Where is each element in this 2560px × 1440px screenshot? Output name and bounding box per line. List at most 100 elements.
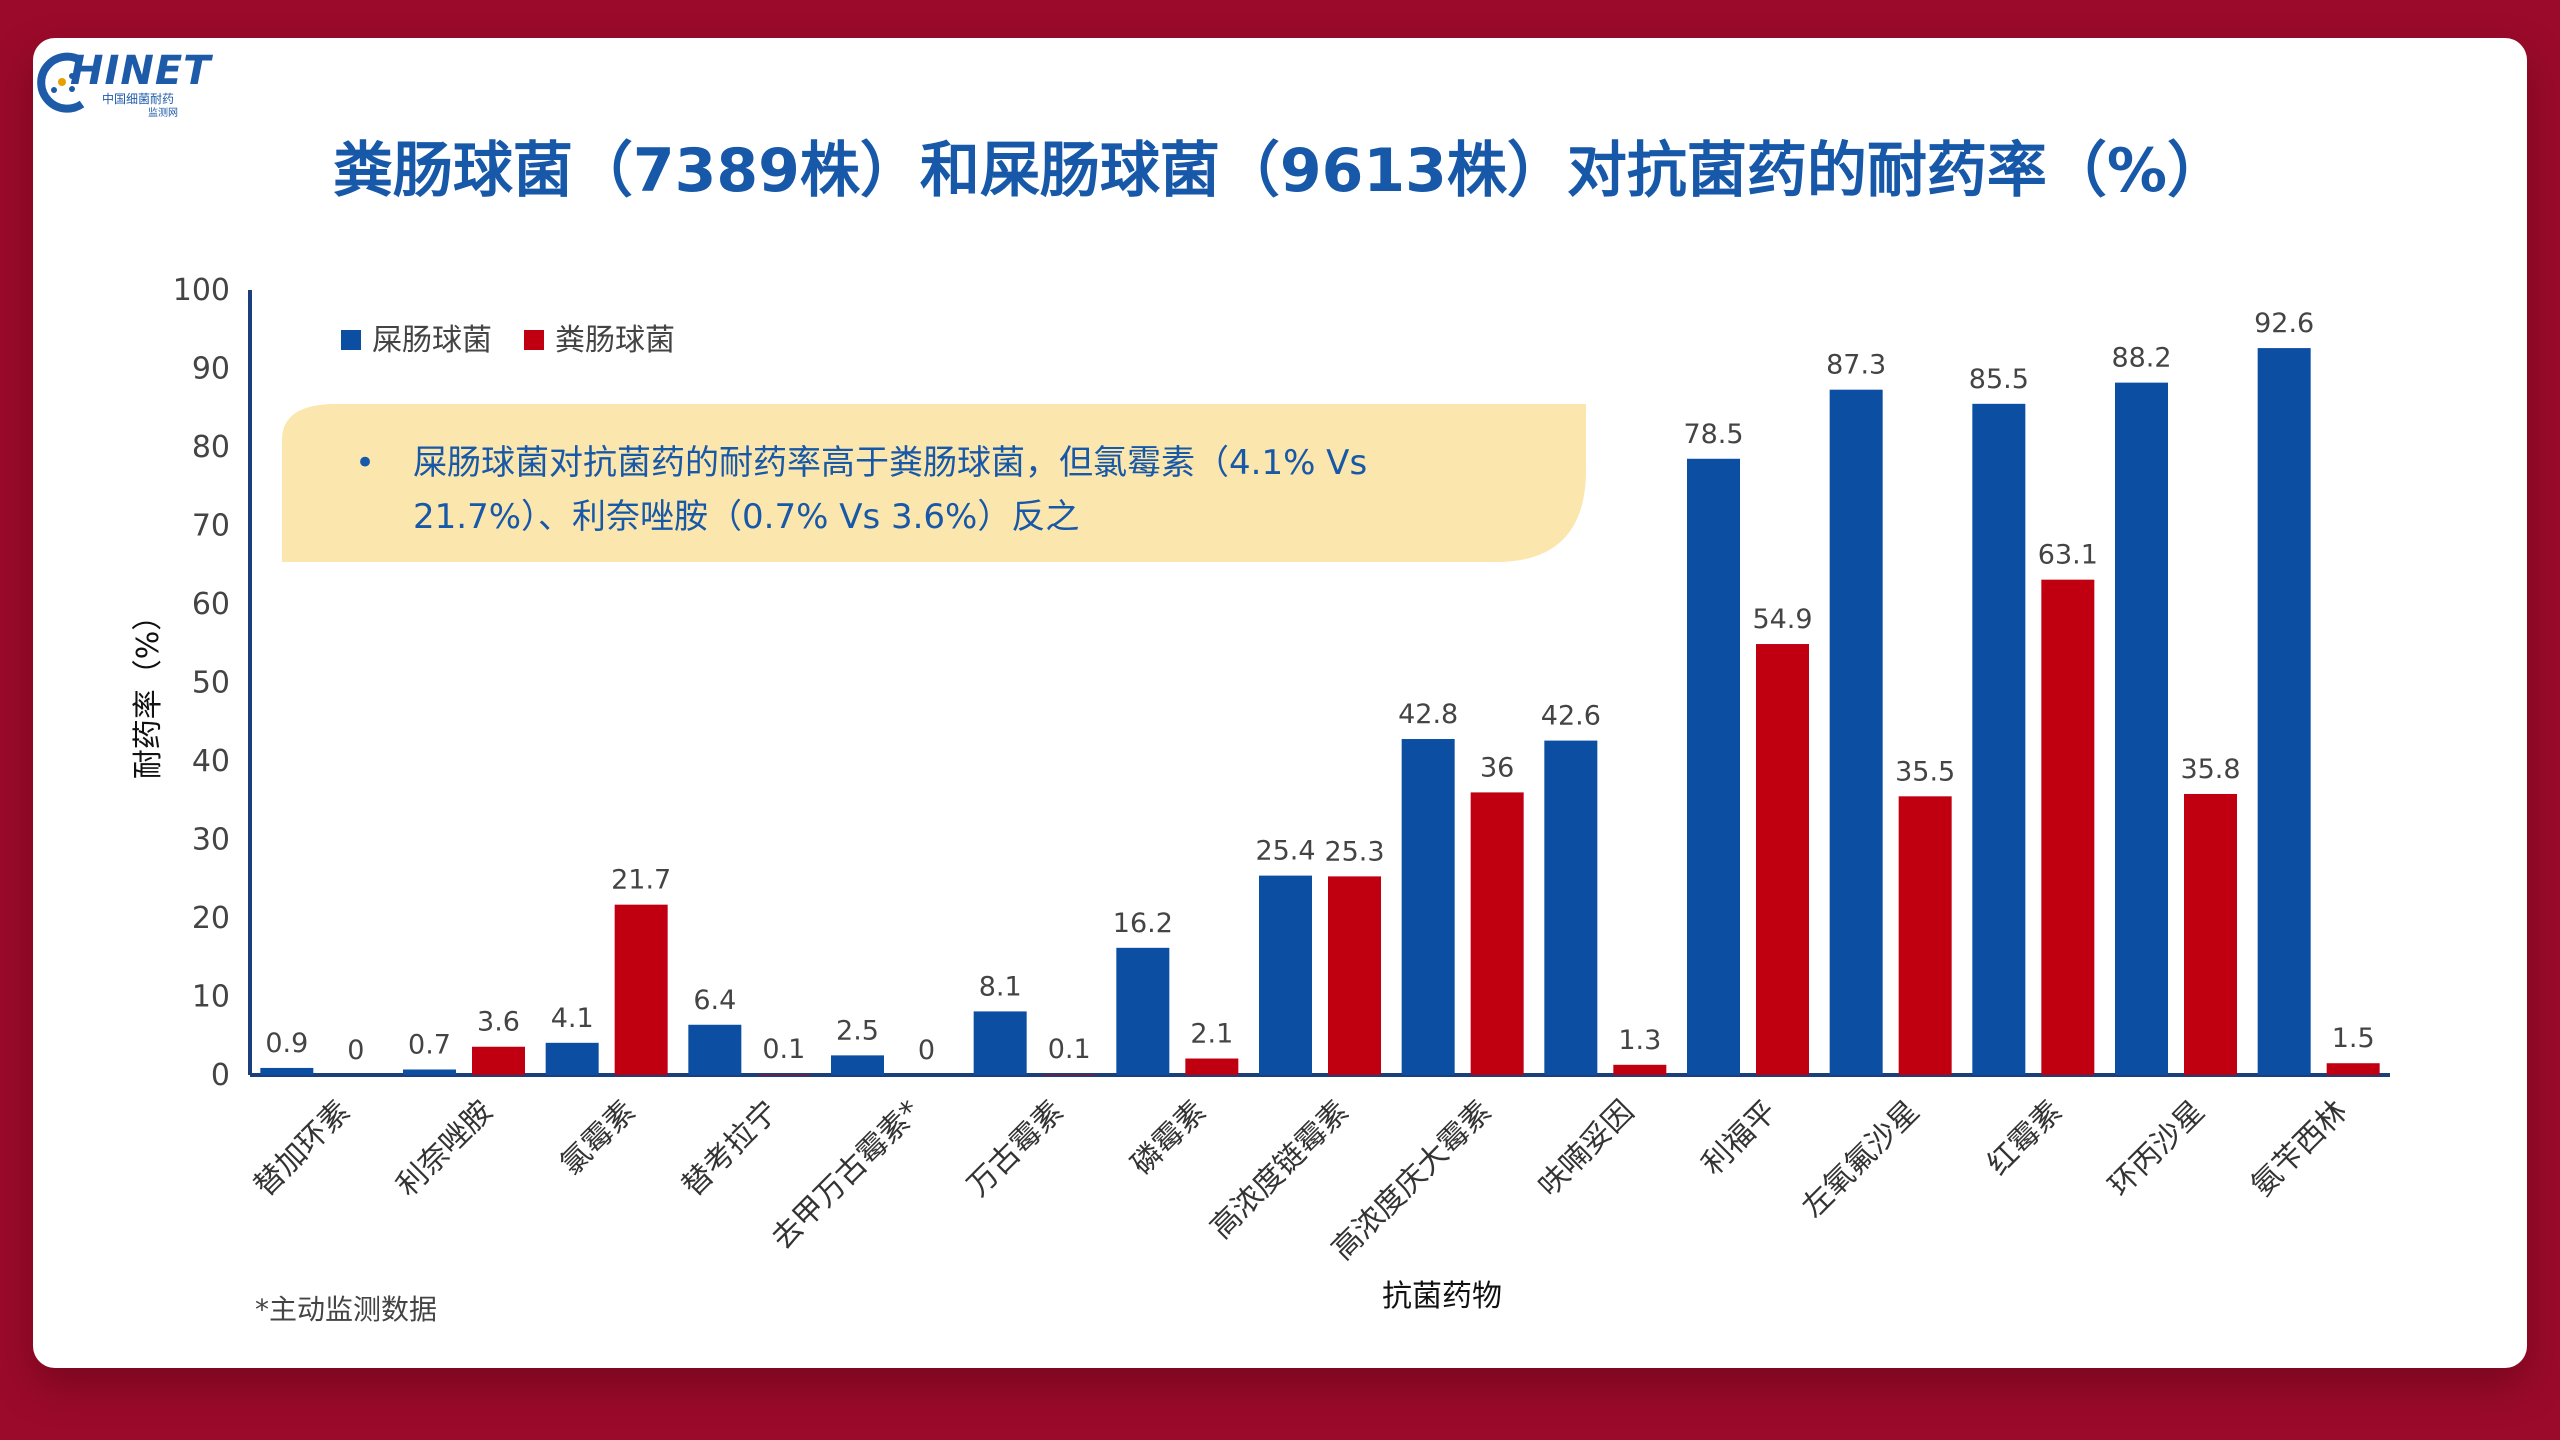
bar-s2-11 bbox=[1898, 796, 1952, 1075]
data-label-s1-8: 42.8 bbox=[1398, 699, 1458, 730]
bar-s1-4 bbox=[831, 1055, 884, 1075]
y-tick-label-10: 100 bbox=[173, 273, 230, 308]
x-tick-label-14: 氨苄西林 bbox=[2245, 1094, 2355, 1204]
y-axis-label: 耐药率（%） bbox=[131, 601, 166, 780]
y-tick-label-9: 90 bbox=[192, 352, 230, 387]
data-label-s2-13: 35.8 bbox=[2180, 754, 2240, 785]
bar-s1-12 bbox=[1972, 403, 2026, 1075]
x-tick-label-5: 万古霉素 bbox=[961, 1094, 1071, 1204]
slide-title: 粪肠球菌（7389株）和屎肠球菌（9613株）对抗菌药的耐药率（%） bbox=[332, 136, 2228, 206]
bar-s1-2 bbox=[545, 1042, 599, 1075]
chinet-logo: HINET 中国细菌耐药 监测网 bbox=[36, 46, 216, 119]
data-label-s1-10: 78.5 bbox=[1683, 419, 1743, 450]
bar-s1-3 bbox=[688, 1024, 742, 1075]
slide-card bbox=[33, 38, 2527, 1368]
logo-wordmark: HINET bbox=[70, 48, 212, 94]
data-label-s2-8: 36 bbox=[1480, 752, 1514, 783]
legend-label-series-2: 粪肠球菌 bbox=[555, 323, 675, 358]
bar-s1-0 bbox=[260, 1067, 314, 1075]
y-tick-label-2: 20 bbox=[192, 901, 230, 936]
footnote: *主动监测数据 bbox=[255, 1293, 438, 1326]
data-label-s2-1: 3.6 bbox=[477, 1007, 520, 1038]
data-label-s2-9: 1.3 bbox=[1618, 1025, 1661, 1056]
y-tick-label-4: 40 bbox=[192, 744, 230, 779]
x-tick-label-10: 利福平 bbox=[1695, 1094, 1783, 1182]
bar-s2-7 bbox=[1328, 876, 1381, 1075]
bar-s2-13 bbox=[2184, 793, 2237, 1075]
y-tick-label-7: 70 bbox=[192, 509, 230, 544]
data-label-s1-7: 25.4 bbox=[1255, 836, 1315, 867]
x-tick-label-0: 替加环素 bbox=[247, 1094, 357, 1204]
legend-swatch-series-2 bbox=[524, 330, 544, 350]
bar-s1-1 bbox=[403, 1069, 456, 1075]
callout-box bbox=[282, 404, 1586, 562]
bar-s2-8 bbox=[1470, 792, 1524, 1075]
legend-swatch-series-1 bbox=[341, 330, 361, 350]
bar-s1-10 bbox=[1687, 458, 1740, 1075]
data-label-s2-7: 25.3 bbox=[1324, 836, 1384, 867]
logo-subtitle-2: 监测网 bbox=[148, 108, 178, 119]
data-label-s1-11: 87.3 bbox=[1826, 350, 1886, 381]
x-tick-label-12: 红霉素 bbox=[1981, 1094, 2069, 1182]
data-label-s2-6: 2.1 bbox=[1190, 1019, 1233, 1050]
bar-s1-7 bbox=[1259, 875, 1312, 1075]
y-tick-label-1: 10 bbox=[192, 980, 230, 1015]
bar-s2-2 bbox=[614, 904, 668, 1075]
data-label-s1-13: 88.2 bbox=[2111, 343, 2171, 374]
x-tick-label-7: 高浓度链霉素 bbox=[1204, 1094, 1356, 1246]
data-label-s1-12: 85.5 bbox=[1969, 364, 2029, 395]
data-label-s1-0: 0.9 bbox=[265, 1028, 308, 1059]
data-label-s1-2: 4.1 bbox=[551, 1003, 594, 1034]
data-label-s1-6: 16.2 bbox=[1113, 908, 1173, 939]
bar-s2-5 bbox=[1042, 1074, 1096, 1075]
data-label-s2-14: 1.5 bbox=[2332, 1023, 2375, 1054]
bar-s1-6 bbox=[1116, 947, 1170, 1075]
bar-s2-1 bbox=[472, 1046, 525, 1075]
data-label-s1-4: 2.5 bbox=[836, 1015, 879, 1046]
y-tick-label-3: 30 bbox=[192, 823, 230, 858]
y-tick-label-8: 80 bbox=[192, 430, 230, 465]
data-label-s1-1: 0.7 bbox=[408, 1030, 451, 1061]
callout-bullet: • bbox=[355, 443, 375, 483]
data-label-s1-5: 8.1 bbox=[979, 971, 1022, 1002]
y-tick-label-6: 60 bbox=[192, 587, 230, 622]
x-tick-label-3: 替考拉宁 bbox=[675, 1094, 785, 1204]
x-tick-label-1: 利奈唑胺 bbox=[390, 1094, 500, 1204]
data-label-s2-4: 0 bbox=[918, 1035, 935, 1066]
x-tick-label-2: 氯霉素 bbox=[554, 1094, 642, 1182]
legend-label-series-1: 屎肠球菌 bbox=[372, 323, 492, 358]
bar-s1-14 bbox=[2257, 348, 2311, 1076]
bar-s1-11 bbox=[1829, 389, 1883, 1075]
callout-line-2: 21.7%）、利奈唑胺（0.7% Vs 3.6%）反之 bbox=[413, 497, 1079, 537]
x-tick-label-13: 环丙沙星 bbox=[2102, 1094, 2212, 1204]
bar-s1-5 bbox=[973, 1011, 1027, 1075]
bar-s2-6 bbox=[1185, 1058, 1239, 1075]
callout-line-1: 屎肠球菌对抗菌药的耐药率高于粪肠球菌，但氯霉素（4.1% Vs bbox=[413, 443, 1367, 483]
bar-s1-8 bbox=[1401, 739, 1455, 1075]
bar-s2-10 bbox=[1756, 644, 1809, 1075]
data-label-s2-5: 0.1 bbox=[1048, 1034, 1091, 1065]
x-axis-label: 抗菌药物 bbox=[1382, 1279, 1502, 1314]
data-label-s2-0: 0 bbox=[347, 1035, 364, 1066]
logo-c-emblem-icon bbox=[37, 52, 85, 113]
data-label-s2-10: 54.9 bbox=[1752, 604, 1812, 635]
data-label-s2-3: 0.1 bbox=[762, 1034, 805, 1065]
bar-s1-13 bbox=[2115, 382, 2168, 1075]
bar-s2-14 bbox=[2326, 1063, 2380, 1075]
data-label-s1-14: 92.6 bbox=[2254, 308, 2314, 339]
y-tick-label-5: 50 bbox=[192, 666, 230, 701]
data-label-s1-3: 6.4 bbox=[693, 985, 736, 1016]
data-label-s2-12: 63.1 bbox=[2038, 540, 2098, 571]
x-tick-label-9: 呋喃妥因 bbox=[1531, 1094, 1641, 1204]
bar-s1-9 bbox=[1544, 740, 1598, 1075]
data-label-s1-9: 42.6 bbox=[1541, 701, 1601, 732]
x-tick-label-11: 左氧氟沙星 bbox=[1796, 1094, 1927, 1225]
y-tick-label-0: 0 bbox=[211, 1058, 230, 1093]
logo-subtitle: 中国细菌耐药 bbox=[102, 92, 175, 106]
bar-s2-3 bbox=[757, 1074, 811, 1075]
x-tick-label-6: 磷霉素 bbox=[1125, 1094, 1213, 1182]
x-tick-label-4: 去甲万古霉素* bbox=[765, 1094, 928, 1257]
bar-s2-12 bbox=[2041, 579, 2095, 1075]
bar-s2-9 bbox=[1613, 1064, 1667, 1075]
